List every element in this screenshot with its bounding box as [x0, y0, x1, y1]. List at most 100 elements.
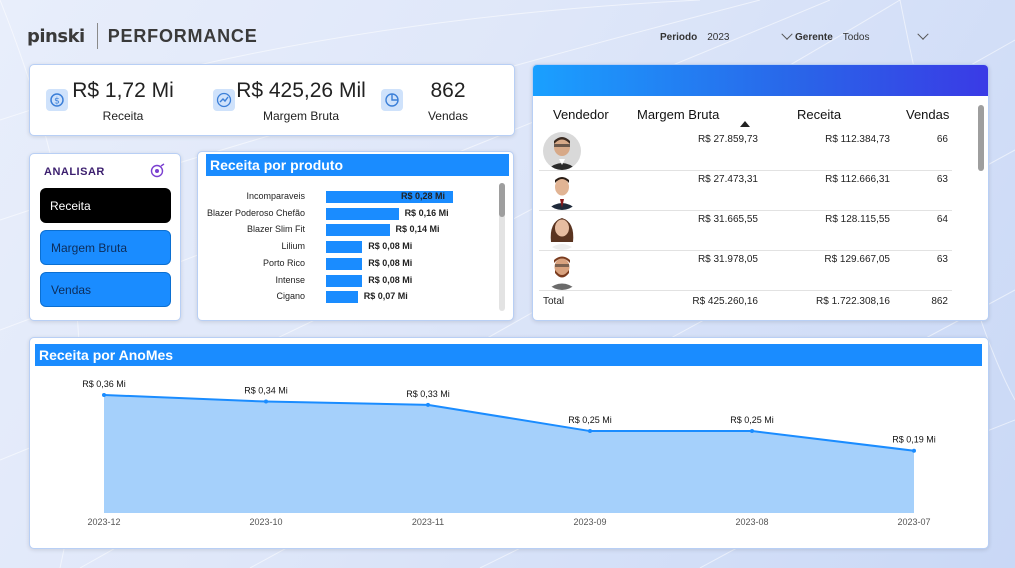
bar-row[interactable]: Lilium R$ 0,08 Mi: [198, 240, 498, 254]
kpi-label: Vendas: [427, 109, 469, 123]
pie-chart-icon: [381, 89, 403, 111]
x-tick-label: 2023-11: [412, 517, 444, 527]
table-scrollbar[interactable]: [978, 105, 984, 290]
bar-value-label: R$ 0,08 Mi: [368, 274, 413, 285]
receita-por-anomes-chart: R$ 0,36 Mi 2023-12 R$ 0,34 Mi 2023-10 R$ 0,3…: [82, 379, 936, 527]
kpi-margem: R$ 425,26 Mil Margem Bruta: [234, 79, 368, 123]
bar-row[interactable]: Cigano R$ 0,07 Mi: [198, 290, 498, 304]
bar-row[interactable]: Intense R$ 0,08 Mi: [198, 274, 498, 288]
cell-margem: R$ 27.473,31: [697, 174, 758, 185]
data-point[interactable]: [588, 429, 592, 434]
avatar: [543, 132, 581, 170]
avatar: [543, 252, 581, 290]
money-icon: $: [46, 89, 68, 111]
gerente-label: Gerente: [795, 31, 833, 43]
table-title-bar: [533, 65, 988, 96]
sort-arrow-icon: [740, 121, 750, 127]
bar-value-label: R$ 0,16 Mi: [404, 207, 449, 218]
analisar-panel: ANALISAR Receita Margem Bruta Vendas: [29, 153, 181, 321]
gerente-dropdown[interactable]: Todos: [839, 28, 931, 46]
page-title: PERFORMANCE: [107, 25, 258, 46]
avatar: [543, 172, 581, 210]
bar-value-label: R$ 0,28 Mi: [401, 191, 446, 201]
kpi-value: R$ 425,26 Mil: [236, 79, 366, 102]
bar[interactable]: [326, 241, 363, 254]
table-row[interactable]: R$ 31.978,05 R$ 129.667,05 63: [539, 251, 952, 291]
table-row[interactable]: R$ 27.859,73 R$ 112.384,73 66: [539, 131, 952, 171]
bar-category-label: Cigano: [276, 291, 305, 302]
bar[interactable]: [326, 257, 363, 270]
col-header-margem[interactable]: Margem Bruta: [637, 107, 720, 122]
data-point[interactable]: [426, 402, 430, 407]
cell-receita: R$ 112.666,31: [825, 174, 890, 185]
analisar-receita-button[interactable]: Receita: [40, 188, 171, 223]
header: pinski PERFORMANCE: [27, 22, 258, 50]
bar-category-label: Incomparaveis: [246, 191, 305, 201]
bar[interactable]: [326, 191, 453, 203]
col-header-vendedor[interactable]: Vendedor: [553, 107, 609, 122]
data-label: R$ 0,34 Mi: [244, 386, 288, 396]
produto-scrollbar[interactable]: [499, 183, 505, 311]
data-label: R$ 0,19 Mi: [892, 435, 936, 445]
cell-receita: R$ 129.667,05: [824, 254, 890, 265]
periodo-value: 2023: [707, 31, 730, 43]
x-tick-label: 2023-10: [249, 517, 282, 527]
data-label: R$ 0,25 Mi: [568, 415, 612, 425]
bar-row[interactable]: Blazer Slim Fit R$ 0,14 Mi: [198, 223, 498, 237]
bar-value-label: R$ 0,14 Mi: [395, 224, 440, 235]
kpi-vendas: 862 Vendas: [416, 79, 480, 123]
cursor-click-icon: [150, 163, 165, 178]
bar-row[interactable]: Porto Rico R$ 0,08 Mi: [198, 257, 498, 271]
gerente-value: Todos: [842, 31, 870, 43]
x-tick-label: 2023-07: [897, 517, 930, 527]
trend-up-icon: [213, 89, 235, 111]
x-tick-label: 2023-08: [735, 517, 768, 527]
kpi-card: $ R$ 1,72 Mi Receita R$ 425,26 Mil Marge…: [29, 64, 515, 136]
table-row[interactable]: R$ 31.665,55 R$ 128.115,55 64: [539, 211, 952, 251]
receita-por-anomes-title: Receita por AnoMes: [35, 344, 982, 366]
periodo-dropdown[interactable]: 2023: [703, 28, 795, 46]
cell-vendas: 66: [936, 134, 948, 145]
kpi-value: R$ 1,72 Mi: [72, 79, 174, 102]
scroll-thumb[interactable]: [978, 105, 984, 171]
cell-vendas: 64: [936, 214, 948, 225]
bar[interactable]: [326, 207, 399, 220]
table-row[interactable]: R$ 27.473,31 R$ 112.666,31 63: [539, 171, 952, 211]
bar[interactable]: [326, 274, 363, 287]
series-line: [103, 394, 915, 452]
scroll-thumb[interactable]: [499, 183, 505, 217]
data-point[interactable]: [912, 448, 916, 453]
col-header-vendas[interactable]: Vendas: [906, 107, 950, 122]
chevron-down-icon: [917, 28, 929, 40]
svg-text:$: $: [54, 97, 60, 107]
bar-value-label: R$ 0,07 Mi: [363, 291, 408, 302]
bar-category-label: Lilium: [281, 241, 305, 252]
x-tick-label: 2023-12: [87, 517, 120, 527]
data-point[interactable]: [264, 399, 268, 404]
total-receita: R$ 1.722.308,16: [816, 296, 890, 307]
logo-divider: [96, 23, 98, 49]
bar-row[interactable]: Incomparaveis R$ 0,28 Mi: [198, 190, 498, 204]
analisar-vendas-button[interactable]: Vendas: [40, 272, 171, 307]
logo: pinski: [27, 25, 85, 47]
vendedores-table-card: Vendedor Margem Bruta Receita Vendas R$ …: [532, 64, 989, 321]
x-tick-label: 2023-09: [573, 517, 606, 527]
total-vendas: 862: [931, 296, 948, 307]
analisar-margem-button[interactable]: Margem Bruta: [40, 230, 171, 265]
col-header-receita[interactable]: Receita: [797, 107, 842, 122]
cell-margem: R$ 27.859,73: [697, 134, 758, 145]
bar-row[interactable]: Blazer Poderoso Chefão R$ 0,16 Mi: [198, 207, 498, 221]
data-label: R$ 0,25 Mi: [730, 415, 774, 425]
data-point[interactable]: [750, 429, 754, 434]
data-point[interactable]: [102, 393, 106, 397]
kpi-receita: R$ 1,72 Mi Receita: [70, 79, 176, 123]
total-margem: R$ 425.260,16: [692, 296, 758, 307]
kpi-value: 862: [430, 79, 466, 102]
bar-value-label: R$ 0,08 Mi: [368, 257, 413, 268]
data-label: R$ 0,36 Mi: [82, 379, 126, 389]
bar[interactable]: [326, 224, 390, 237]
receita-por-produto-card: Receita por produto Incomparaveis R$ 0,28…: [197, 151, 514, 321]
bar[interactable]: [326, 291, 358, 304]
area-fill: [104, 395, 914, 513]
cell-vendas: 63: [936, 254, 948, 265]
